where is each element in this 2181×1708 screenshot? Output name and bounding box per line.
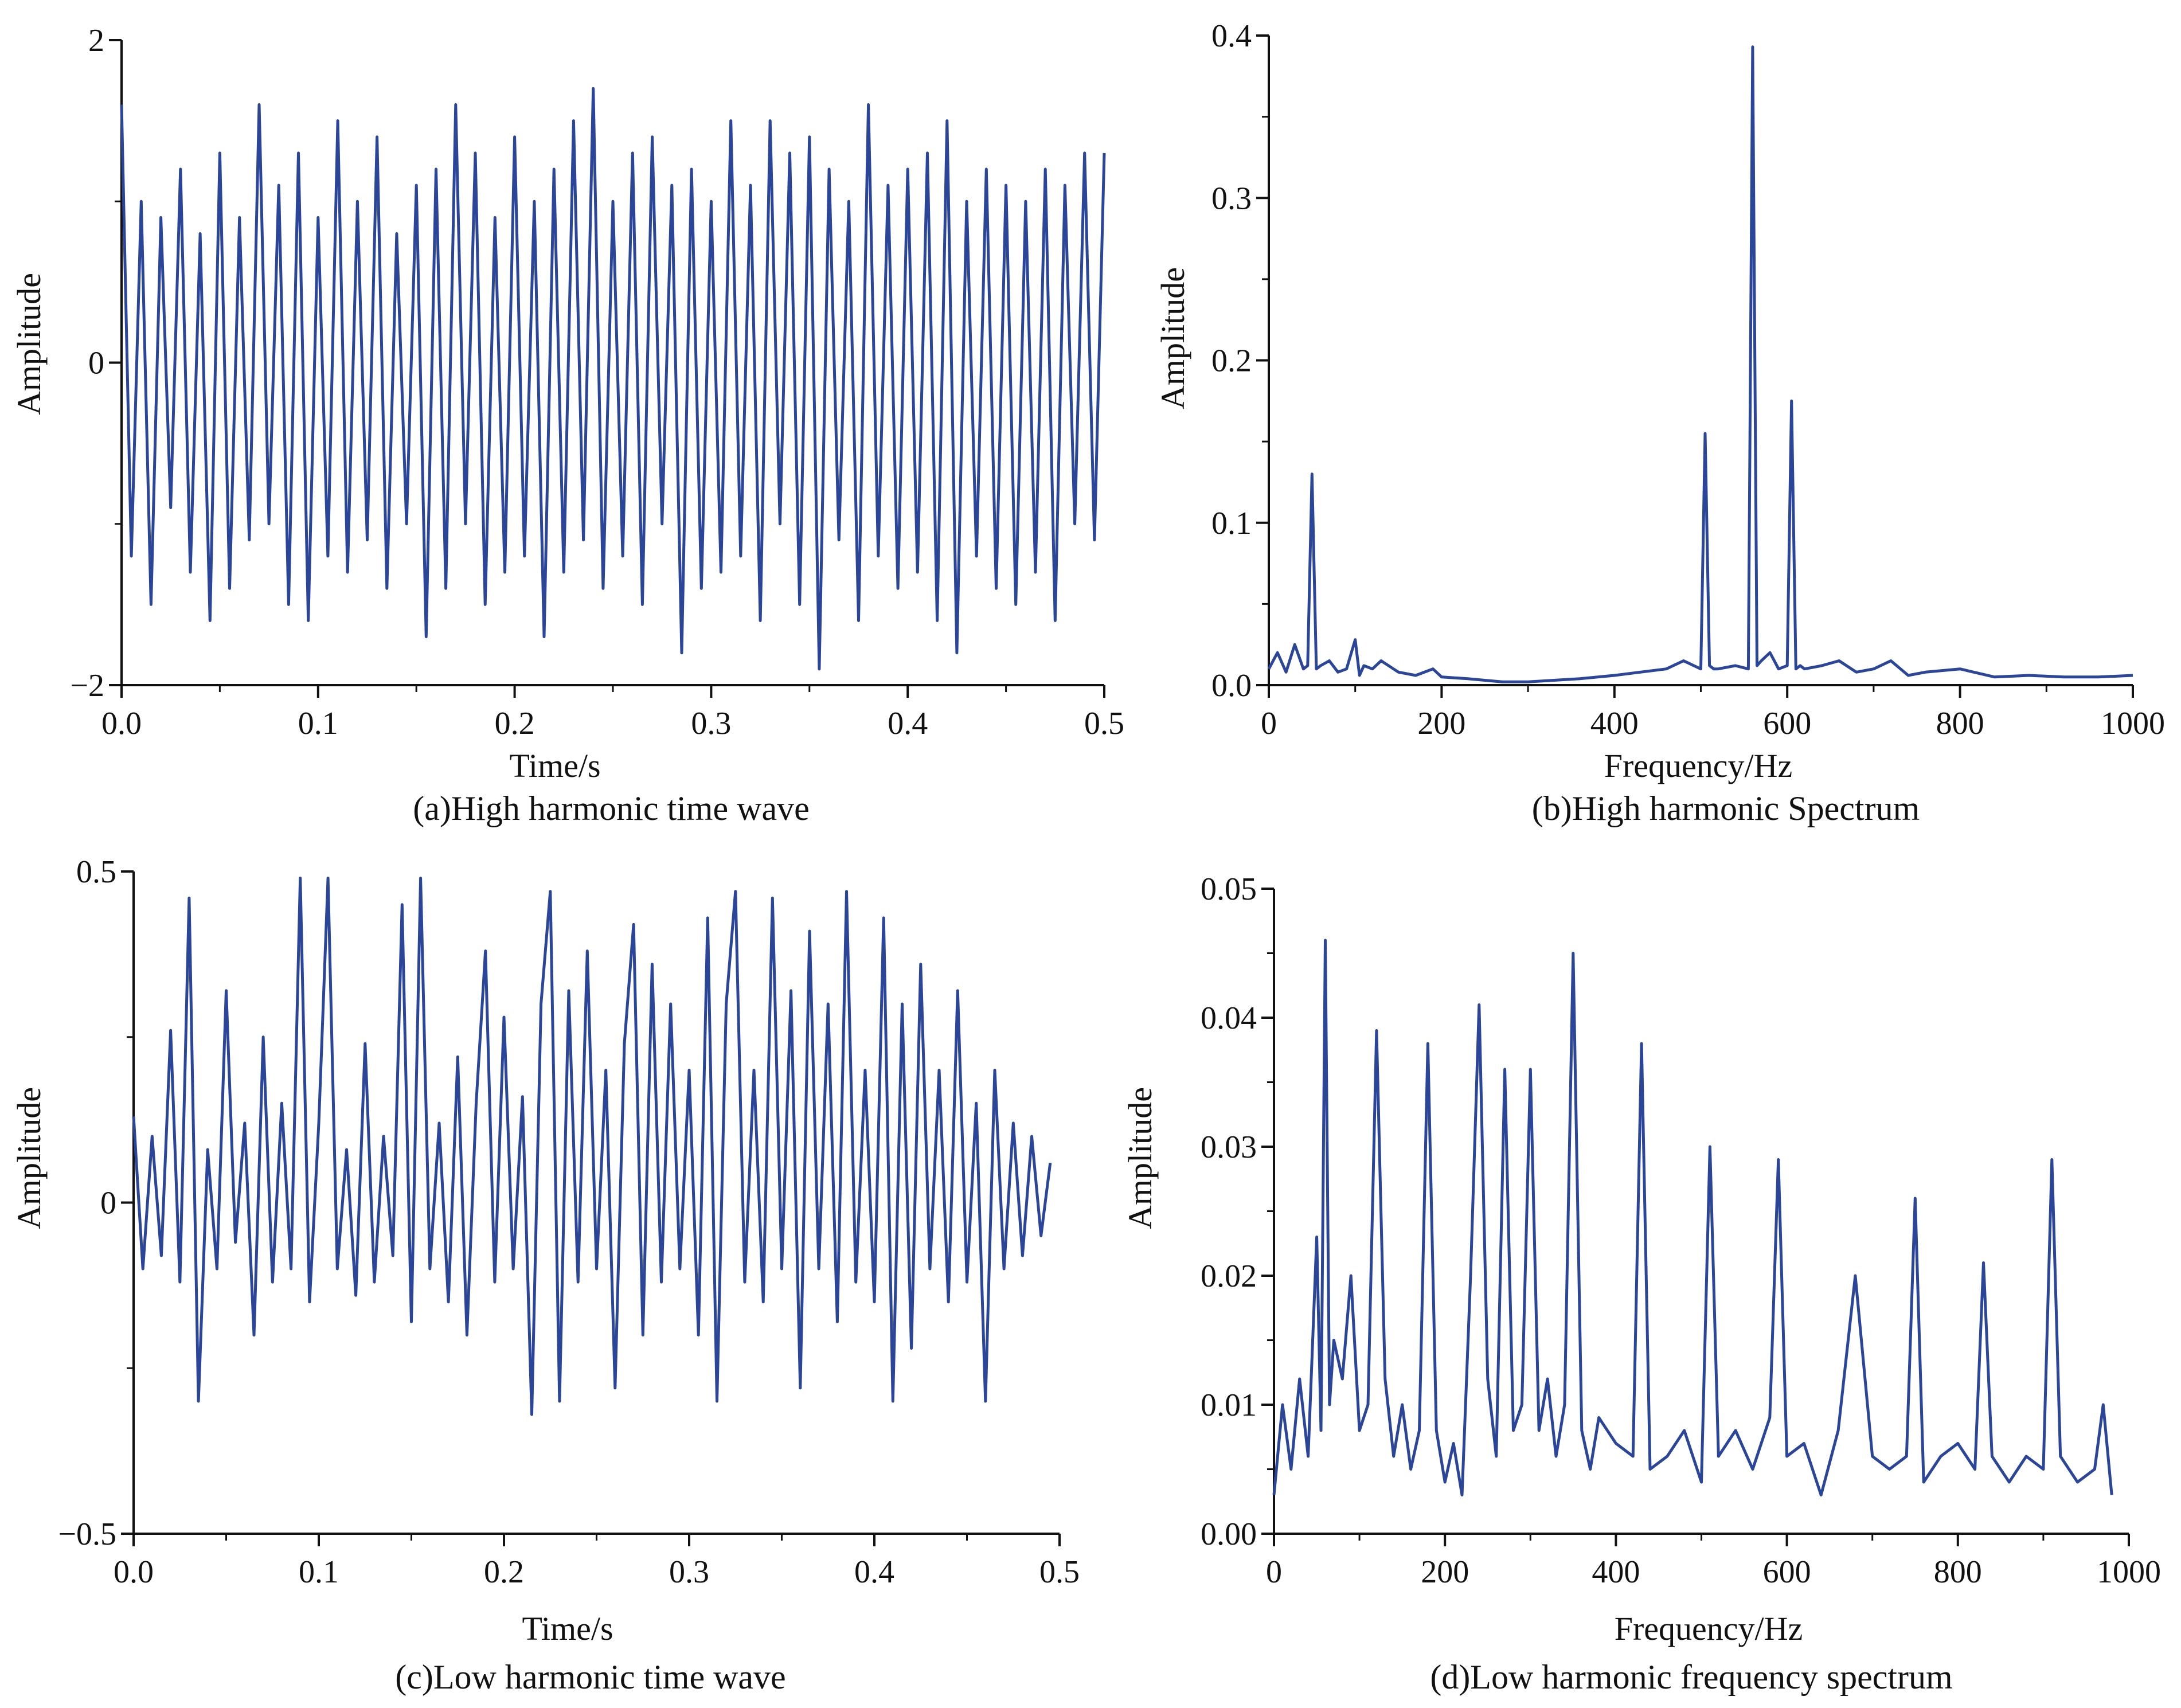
panel-d-xlabel: Frequency/Hz	[1615, 1610, 1803, 1647]
panel-a-series-line	[120, 87, 1106, 671]
panel-a-x-tick-label: 0.0	[101, 706, 142, 741]
panel-d-series-line	[1272, 939, 2113, 1496]
panel-c-x-tick-label: 0.2	[484, 1554, 524, 1590]
panel-a-caption: (a)High harmonic time wave	[413, 789, 809, 827]
panel-b-plot: 0 200 400 600 800 1000 0.0 0.1 0.2 0.3 0.4	[1211, 18, 2165, 741]
panel-b-y-tick-label: 0.0	[1211, 668, 1252, 703]
panel-a-ylabel: Amplitude	[10, 273, 48, 415]
panel-c-y-tick-label: 0	[100, 1186, 116, 1221]
panel-b-x-tick-label: 800	[1936, 706, 1984, 741]
panel-b-x-tick-label: 400	[1590, 706, 1639, 741]
panel-b: 0 200 400 600 800 1000 0.0 0.1 0.2 0.3 0.4 Frequen…	[1154, 18, 2165, 827]
panel-c-y-tick-label: 0.5	[76, 854, 116, 890]
panel-b-caption: (b)High harmonic Spectrum	[1532, 789, 1920, 827]
panel-a-y-tick-label: 0	[88, 346, 104, 381]
panel-d-y-tick-label: 0.03	[1201, 1129, 1257, 1165]
panel-b-x-tick-label: 1000	[2101, 706, 2165, 741]
panel-c-y-tick-label: −0.5	[58, 1517, 116, 1552]
panel-d-x-tick-label: 400	[1592, 1554, 1640, 1590]
panel-d-y-tick-label: 0.01	[1201, 1387, 1257, 1423]
panel-b-xlabel: Frequency/Hz	[1604, 747, 1793, 784]
panel-a-x-tick-label: 0.5	[1084, 706, 1124, 741]
panel-c-x-tick-label: 0.4	[854, 1554, 894, 1590]
panel-d-caption: (d)Low harmonic frequency spectrum	[1430, 1658, 1952, 1696]
panel-a-x-tick-label: 0.3	[691, 706, 731, 741]
panel-d-x-tick-label: 200	[1421, 1554, 1469, 1590]
panel-d-y-tick-label: 0.04	[1201, 1000, 1257, 1036]
panel-b-x-tick-label: 600	[1763, 706, 1811, 741]
panel-a-y-tick-label: 2	[88, 23, 104, 58]
panel-b-ylabel: Amplitude	[1154, 267, 1191, 409]
panel-c-plot: 0.0 0.1 0.2 0.3 0.4 0.5 −0.5 0 0.5	[58, 854, 1080, 1590]
panel-a-x-tick-label: 0.1	[298, 706, 338, 741]
panel-b-y-tick-label: 0.2	[1211, 343, 1252, 379]
panel-b-y-tick-label: 0.3	[1211, 181, 1252, 216]
panel-b-x-tick-label: 200	[1417, 706, 1465, 741]
panel-d-x-tick-label: 0	[1266, 1554, 1282, 1590]
panel-a-x-tick-label: 0.4	[888, 706, 928, 741]
panel-c: 0.0 0.1 0.2 0.3 0.4 0.5 −0.5 0 0.5 Time/s Amplit…	[10, 854, 1080, 1696]
panel-b-y-tick-label: 0.1	[1211, 506, 1252, 541]
panel-d: 0 200 400 600 800 1000 0.00 0.01 0.02 0.03 0.04 0.0…	[1121, 871, 2161, 1696]
panel-b-series-line	[1267, 45, 2133, 683]
panel-d-y-tick-label: 0.02	[1201, 1258, 1257, 1294]
panel-a-plot: 0.0 0.1 0.2 0.3 0.4 0.5 −2 0 2	[70, 23, 1124, 741]
panel-c-ylabel: Amplitude	[10, 1087, 48, 1229]
panel-d-x-tick-label: 800	[1934, 1554, 1982, 1590]
panel-c-x-tick-label: 0.1	[299, 1554, 339, 1590]
panel-c-x-tick-label: 0.3	[669, 1554, 709, 1590]
panel-a: 0.0 0.1 0.2 0.3 0.4 0.5−202 Time/s Amplitude …	[10, 23, 1124, 827]
panel-c-series-line	[132, 877, 1052, 1416]
panel-b-y-tick-label: 0.4	[1211, 18, 1252, 54]
panel-c-caption: (c)Low harmonic time wave	[395, 1658, 785, 1696]
panel-a-xlabel: Time/s	[509, 747, 600, 784]
panel-c-x-tick-label: 0.0	[114, 1554, 154, 1590]
panel-d-plot: 0 200 400 600 800 1000 0.00 0.01 0.02 0.03 0.04 0.0…	[1201, 871, 2161, 1590]
panel-d-y-tick-label: 0.05	[1201, 871, 1257, 907]
panel-d-x-tick-label: 1000	[2097, 1554, 2161, 1590]
panel-a-x-tick-label: 0.2	[495, 706, 535, 741]
panel-d-y-tick-label: 0.00	[1201, 1517, 1257, 1552]
panel-b-x-tick-label: 0	[1261, 706, 1277, 741]
panel-c-xlabel: Time/s	[522, 1610, 613, 1647]
panel-d-x-tick-label: 600	[1763, 1554, 1811, 1590]
panel-c-x-tick-label: 0.5	[1039, 1554, 1080, 1590]
panel-d-ylabel: Amplitude	[1121, 1087, 1159, 1229]
panel-a-y-tick-label: −2	[70, 668, 104, 703]
